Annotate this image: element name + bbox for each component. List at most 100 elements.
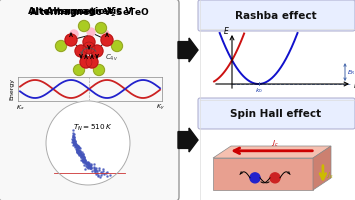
Point <box>94 166 99 170</box>
Point <box>92 168 98 171</box>
Circle shape <box>86 56 98 68</box>
Point <box>85 164 91 167</box>
Point <box>71 142 77 145</box>
FancyBboxPatch shape <box>198 0 355 31</box>
Point <box>105 175 110 178</box>
Point <box>74 151 80 154</box>
Point <box>80 160 86 163</box>
Text: $J_c$: $J_c$ <box>271 139 279 149</box>
Point <box>75 144 80 147</box>
Point <box>74 147 80 151</box>
Point <box>84 161 90 164</box>
Point <box>74 144 80 147</box>
Text: $\mathbf{Altermagnetic\ V_2SeTeO}$: $\mathbf{Altermagnetic\ V_2SeTeO}$ <box>29 6 149 19</box>
Point <box>71 140 77 143</box>
Point <box>82 159 87 162</box>
Point <box>77 152 82 156</box>
Point <box>72 136 77 139</box>
Point <box>82 161 88 164</box>
Point <box>75 148 81 151</box>
Point <box>77 151 82 154</box>
Polygon shape <box>313 146 331 190</box>
Circle shape <box>270 173 280 183</box>
Point <box>73 144 79 148</box>
Point <box>70 134 75 137</box>
Text: Altermagnetic V: Altermagnetic V <box>46 7 132 16</box>
Point <box>70 144 76 147</box>
Point <box>75 152 81 155</box>
Point <box>86 161 92 165</box>
Point <box>87 167 93 170</box>
Circle shape <box>101 30 109 38</box>
Point <box>78 159 83 162</box>
Point <box>79 151 84 154</box>
Point <box>80 154 86 157</box>
Point <box>75 149 81 153</box>
Point <box>83 162 88 165</box>
Text: $K_x$: $K_x$ <box>16 103 24 112</box>
Point <box>84 161 90 165</box>
Point <box>87 165 92 168</box>
Point <box>77 153 83 156</box>
Point <box>80 153 86 156</box>
Point <box>76 150 82 153</box>
Point <box>78 154 84 157</box>
Point <box>76 149 82 152</box>
Point <box>71 141 77 144</box>
Point <box>82 167 87 170</box>
Circle shape <box>95 22 106 33</box>
Point <box>107 173 113 176</box>
Point <box>73 143 79 146</box>
Point <box>86 164 92 168</box>
Circle shape <box>65 34 77 46</box>
Point <box>80 152 86 155</box>
Point <box>88 166 93 169</box>
Point <box>75 144 81 147</box>
Circle shape <box>75 45 87 57</box>
Point <box>72 140 78 144</box>
Point <box>70 138 75 141</box>
Point <box>95 175 101 178</box>
Text: $J_s$: $J_s$ <box>326 170 334 181</box>
Point <box>72 139 77 142</box>
Polygon shape <box>178 128 198 152</box>
Point <box>81 156 86 159</box>
Polygon shape <box>213 158 313 190</box>
Point <box>85 161 91 165</box>
Point <box>77 154 82 157</box>
Point <box>71 138 76 141</box>
Point <box>99 171 104 174</box>
Point <box>79 152 84 156</box>
Point <box>80 157 86 160</box>
Circle shape <box>250 173 260 183</box>
Text: $K_y$: $K_y$ <box>155 103 164 113</box>
Text: Altermagnetic V: Altermagnetic V <box>28 7 115 16</box>
Point <box>79 158 85 161</box>
Point <box>76 151 82 154</box>
Circle shape <box>55 40 66 51</box>
Point <box>71 136 76 139</box>
Point <box>81 156 87 159</box>
Text: $T_N = 510\,K$: $T_N = 510\,K$ <box>73 123 113 133</box>
Point <box>94 172 100 175</box>
Point <box>76 152 82 156</box>
Point <box>79 154 85 157</box>
Point <box>77 147 83 150</box>
Point <box>96 168 102 171</box>
Point <box>81 164 87 167</box>
FancyBboxPatch shape <box>200 128 353 198</box>
Point <box>80 154 86 157</box>
FancyBboxPatch shape <box>198 98 355 129</box>
Point <box>82 156 87 159</box>
Point <box>84 164 89 168</box>
Point <box>71 132 76 136</box>
Point <box>86 163 92 166</box>
Point <box>74 144 80 147</box>
Text: Rashba effect: Rashba effect <box>235 11 317 21</box>
Point <box>101 173 106 176</box>
Point <box>71 139 77 142</box>
Point <box>72 142 78 145</box>
Point <box>72 141 78 144</box>
Point <box>73 142 78 145</box>
Point <box>70 140 75 143</box>
